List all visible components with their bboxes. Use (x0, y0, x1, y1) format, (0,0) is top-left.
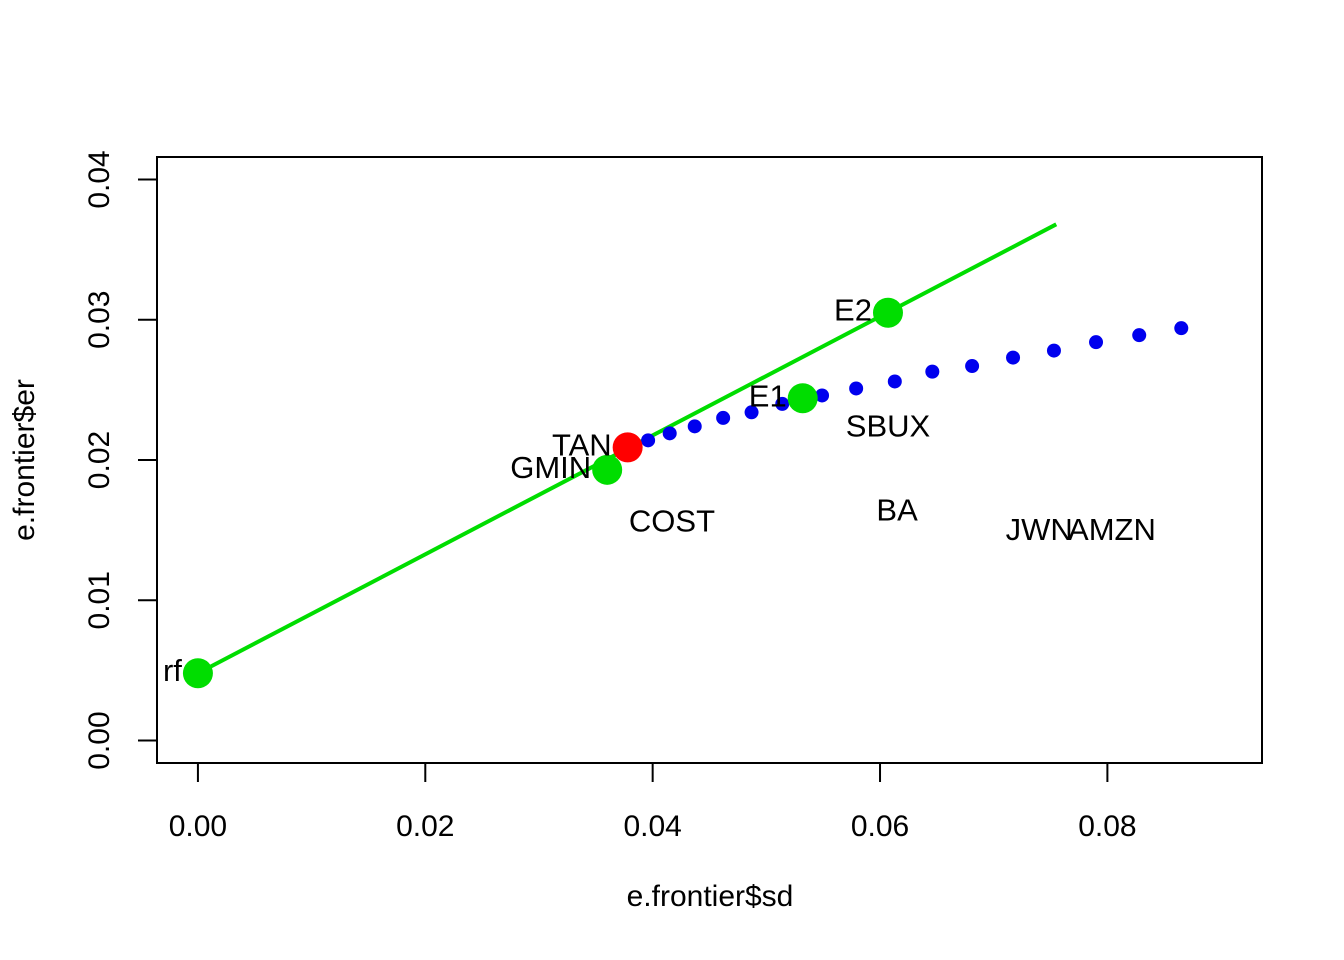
asset-label-ba: BA (876, 493, 918, 528)
portfolio-dot-rf (182, 658, 213, 689)
portfolio-dot-e2 (872, 297, 903, 328)
frontier-point (641, 433, 656, 448)
frontier-point (1006, 350, 1021, 365)
asset-label-cost: COST (629, 504, 715, 539)
frontier-point (815, 388, 830, 403)
frontier-point (887, 374, 902, 389)
frontier-point (965, 359, 980, 374)
frontier-point (849, 381, 864, 396)
frontier-point (1174, 321, 1189, 336)
portfolio-dot-tan (612, 432, 643, 463)
y-axis-tick-label: 0.00 (83, 711, 116, 769)
frontier-point (662, 426, 677, 441)
x-axis-tick-label: 0.06 (851, 810, 909, 843)
portfolio-label-e2: E2 (834, 293, 872, 328)
x-axis-tick-label: 0.04 (623, 810, 681, 843)
frontier-point (925, 364, 940, 379)
portfolio-label-e1: E1 (749, 378, 787, 413)
y-axis-tick-label: 0.04 (83, 150, 116, 208)
frontier-point (744, 405, 759, 420)
frontier-point (1046, 343, 1061, 358)
asset-label-sbux: SBUX (846, 408, 931, 443)
asset-label-amzn: AMZN (1068, 512, 1156, 547)
asset-label-jwn: JWN (1006, 512, 1073, 547)
y-axis-tick-label: 0.01 (83, 571, 116, 629)
y-axis-tick-label: 0.02 (83, 431, 116, 489)
y-axis-title: e.frontier$er (8, 379, 41, 541)
x-axis-tick-label: 0.00 (169, 810, 227, 843)
frontier-point (1089, 335, 1104, 350)
x-axis-title: e.frontier$sd (627, 880, 794, 913)
plot-frame (156, 156, 1263, 764)
portfolio-dot-e1 (787, 383, 818, 414)
portfolio-label-tan: TAN (552, 427, 612, 462)
frontier-point (716, 410, 731, 425)
frontier-point (687, 419, 702, 434)
y-axis-tick-label: 0.03 (83, 291, 116, 349)
x-axis-tick-label: 0.08 (1078, 810, 1136, 843)
portfolio-dot-gmin (592, 454, 623, 485)
frontier-point (1132, 328, 1147, 343)
plot-layers: 0.00 0.02 0.04 0.06 0.08 0.00 0.01 0.02 0.03 0.04… (83, 150, 1263, 843)
portfolio-label-rf: rf (163, 653, 182, 688)
x-axis-tick-label: 0.02 (396, 810, 454, 843)
portfolio-label-gmin: GMIN (510, 450, 591, 485)
frontier-point (775, 396, 790, 411)
